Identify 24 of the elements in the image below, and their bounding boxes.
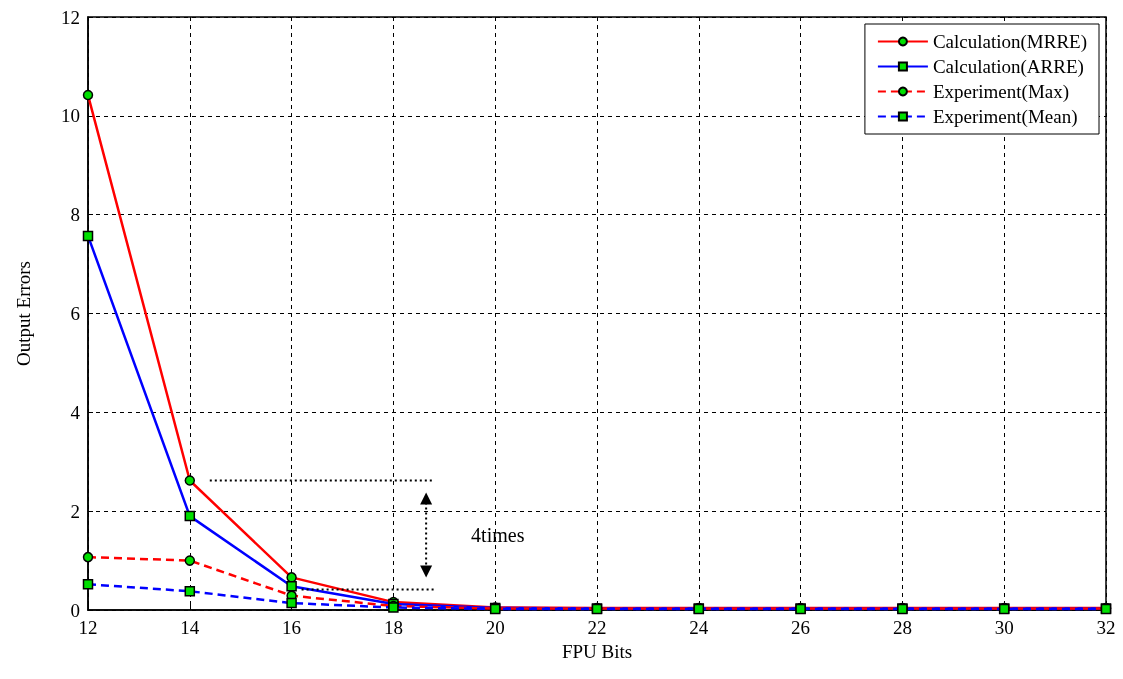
y-tick-label: 8 (70, 204, 80, 226)
x-tick-label: 24 (689, 617, 709, 638)
x-tick-label: 26 (791, 617, 811, 638)
annotation: 4times (471, 523, 525, 546)
x-tick-label: 32 (1096, 617, 1116, 638)
y-tick-label: 12 (61, 6, 80, 28)
legend-label: Calculation(ARRE) (932, 56, 1084, 78)
legend-label: Experiment(Mean) (932, 106, 1078, 128)
legend-label: Calculation(MRRE) (932, 31, 1088, 53)
y-tick-label: 0 (70, 599, 80, 621)
x-tick-label: 18 (383, 617, 403, 638)
x-axis-title: FPU Bits (561, 640, 633, 662)
y-tick-label: 4 (70, 401, 81, 423)
y-axis-title: Output Errors (13, 260, 34, 367)
x-tick-label: 20 (485, 617, 505, 638)
legend-label: Experiment(Max) (932, 81, 1070, 103)
y-tick-label: 10 (61, 105, 80, 127)
x-tick-label: 16 (282, 617, 302, 638)
x-tick-label: 22 (587, 617, 607, 638)
x-tick-label: 30 (994, 617, 1014, 638)
y-tick-label: 6 (70, 303, 80, 324)
x-tick-label: 14 (180, 617, 200, 638)
x-tick-label: 28 (892, 617, 912, 638)
y-tick-label: 2 (70, 500, 80, 522)
